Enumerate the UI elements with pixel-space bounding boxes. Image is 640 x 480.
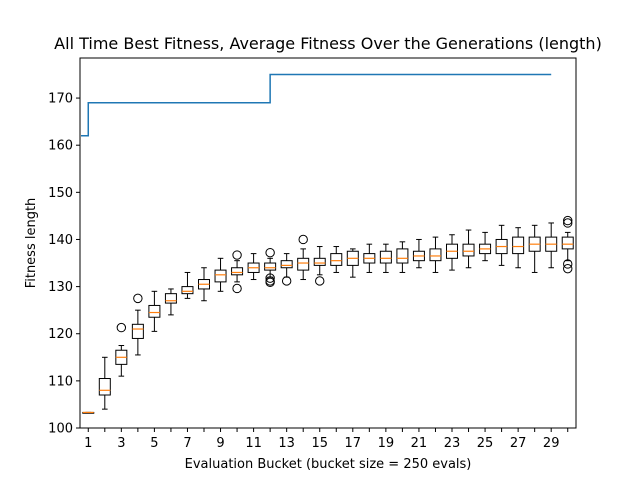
y-tick-label: 140 bbox=[48, 233, 73, 248]
box bbox=[396, 248, 409, 264]
box bbox=[330, 253, 343, 266]
x-tick-label: 5 bbox=[150, 436, 158, 451]
box-plot-29 bbox=[545, 222, 558, 269]
x-tick-label: 15 bbox=[311, 436, 328, 451]
box bbox=[264, 262, 277, 271]
outlier-point bbox=[265, 247, 275, 258]
plot-area bbox=[81, 73, 574, 414]
y-tick-label: 110 bbox=[48, 374, 73, 389]
box-plot-2 bbox=[98, 356, 111, 410]
chart-title: All Time Best Fitness, Average Fitness O… bbox=[54, 34, 602, 53]
outlier-point bbox=[281, 276, 292, 286]
box bbox=[462, 243, 475, 257]
outlier-point bbox=[265, 277, 275, 288]
box bbox=[561, 236, 574, 250]
box-plot-5 bbox=[148, 290, 161, 332]
box-plot-7 bbox=[181, 271, 194, 299]
outlier-point bbox=[298, 234, 308, 245]
box-plot-3 bbox=[115, 322, 128, 377]
outlier-point bbox=[116, 322, 127, 333]
box-plot-22 bbox=[429, 236, 442, 273]
box bbox=[297, 257, 310, 271]
box bbox=[131, 323, 144, 339]
axes-frame bbox=[79, 57, 577, 429]
box-plot-8 bbox=[198, 267, 210, 302]
outlier-point bbox=[315, 276, 325, 286]
box-plot-10 bbox=[231, 250, 244, 294]
box-plot-30 bbox=[561, 215, 574, 274]
outlier-point bbox=[265, 273, 275, 283]
box-plot-23 bbox=[446, 234, 458, 271]
x-tick-label: 1 bbox=[84, 436, 92, 451]
box bbox=[379, 250, 392, 264]
best-fitness-line bbox=[81, 73, 552, 137]
box-plot-6 bbox=[164, 288, 177, 316]
box-plot-4 bbox=[131, 293, 144, 356]
x-tick-label: 21 bbox=[411, 436, 428, 451]
box-plot-24 bbox=[462, 229, 475, 269]
x-tick-label: 9 bbox=[216, 436, 224, 451]
box-plot-13 bbox=[280, 253, 293, 286]
outlier-point bbox=[563, 215, 573, 226]
y-tick-label: 130 bbox=[48, 280, 73, 295]
outlier-point bbox=[232, 283, 242, 294]
y-tick-label: 120 bbox=[48, 327, 73, 342]
x-tick-label: 29 bbox=[543, 436, 560, 451]
box bbox=[148, 304, 161, 318]
box-plot-11 bbox=[247, 253, 260, 281]
box-plot-18 bbox=[363, 243, 376, 273]
outlier-point bbox=[232, 250, 242, 260]
box-plot-21 bbox=[412, 238, 425, 269]
box-plot-12 bbox=[264, 247, 277, 288]
box bbox=[98, 378, 111, 396]
y-tick-label: 170 bbox=[48, 92, 73, 107]
y-axis-label: Fitness length bbox=[24, 198, 39, 289]
box-plot-25 bbox=[479, 231, 492, 262]
box bbox=[512, 236, 525, 255]
x-tick-label: 19 bbox=[378, 436, 395, 451]
box bbox=[164, 293, 177, 304]
outlier-point bbox=[563, 263, 573, 274]
box bbox=[280, 260, 293, 269]
x-tick-label: 17 bbox=[345, 436, 362, 451]
x-axis-label: Evaluation Bucket (bucket size = 250 eva… bbox=[185, 457, 472, 472]
box bbox=[214, 269, 227, 283]
box bbox=[313, 257, 326, 266]
x-tick-label: 7 bbox=[183, 436, 191, 451]
box bbox=[231, 267, 244, 276]
x-tick-label: 3 bbox=[117, 436, 125, 451]
box-plot-16 bbox=[330, 246, 343, 273]
box-plot-17 bbox=[346, 248, 359, 278]
box bbox=[429, 248, 442, 262]
box-plot-19 bbox=[379, 243, 392, 273]
x-tick-label: 23 bbox=[444, 436, 461, 451]
box-plot-27 bbox=[512, 227, 525, 269]
box-plot-14 bbox=[297, 234, 310, 281]
x-tick-label: 13 bbox=[278, 436, 295, 451]
x-tick-label: 25 bbox=[477, 436, 494, 451]
box-plot-9 bbox=[214, 257, 227, 292]
box-plot-26 bbox=[495, 224, 508, 266]
outlier-point bbox=[133, 293, 143, 304]
x-tick-label: 27 bbox=[510, 436, 527, 451]
box bbox=[181, 286, 194, 295]
y-tick-label: 160 bbox=[48, 139, 73, 154]
x-axis: 1 3 5 7 9 11 13 15 17 19 21 23 25 27 29 bbox=[84, 428, 569, 451]
box-plot-20 bbox=[396, 241, 409, 273]
outlier-point bbox=[563, 218, 573, 228]
box-plot-15 bbox=[313, 246, 326, 286]
box-plot-28 bbox=[528, 224, 541, 273]
outlier-point bbox=[563, 259, 573, 269]
box-plot-1 bbox=[82, 411, 95, 414]
y-tick-label: 100 bbox=[48, 422, 73, 437]
y-axis: 100 110 120 130 140 150 160 170 bbox=[48, 92, 80, 437]
y-tick-label: 150 bbox=[48, 186, 73, 201]
x-tick-label: 11 bbox=[245, 436, 262, 451]
